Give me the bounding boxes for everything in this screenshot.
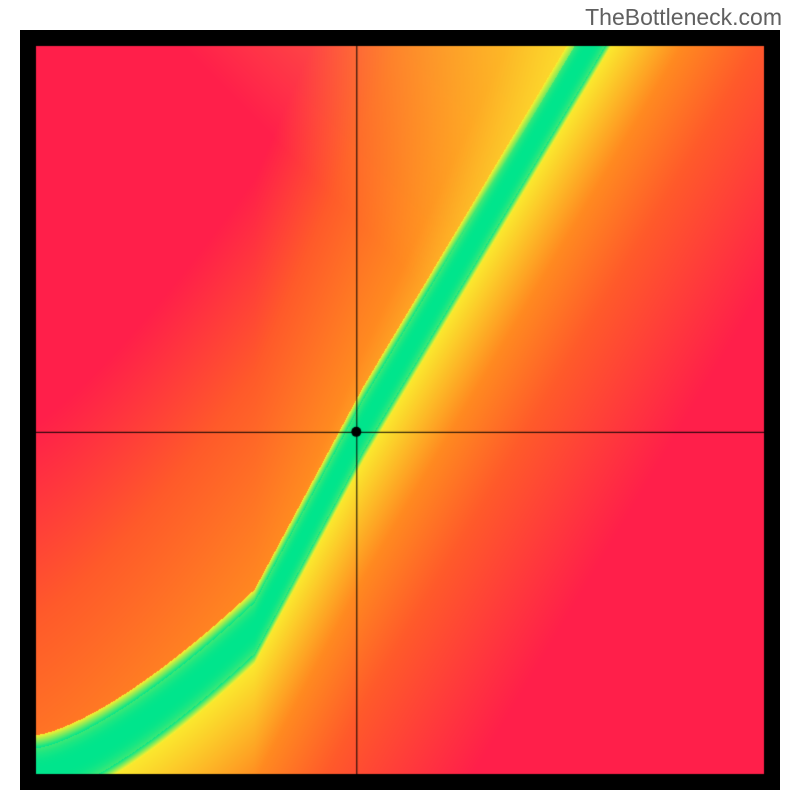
watermark-text: TheBottleneck.com: [585, 4, 782, 31]
heatmap-canvas: [20, 30, 780, 790]
plot-area: [20, 30, 780, 790]
chart-container: TheBottleneck.com: [0, 0, 800, 800]
